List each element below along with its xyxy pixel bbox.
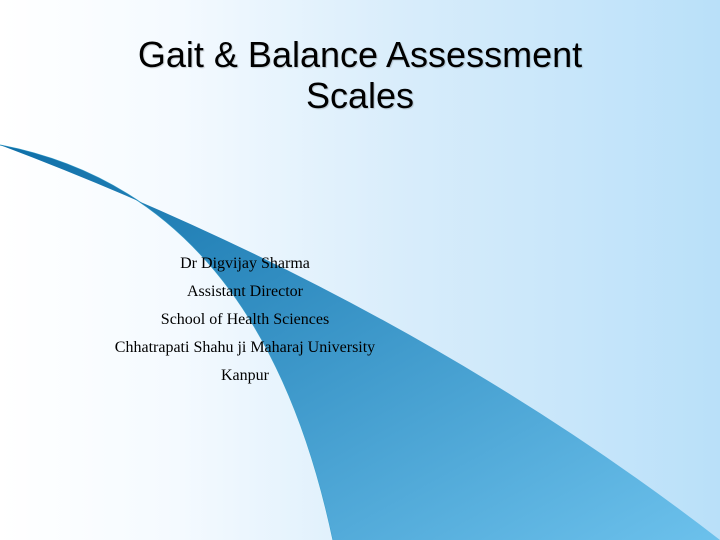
slide-title: Gait & Balance Assessment Scales [0,34,720,117]
author-university: Chhatrapati Shahu ji Maharaj University [60,334,430,362]
author-block: Dr Digvijay Sharma Assistant Director Sc… [60,250,430,390]
slide: Gait & Balance Assessment Scales Dr Digv… [0,0,720,540]
title-line-2: Scales [306,75,414,116]
author-role: Assistant Director [60,278,430,306]
author-department: School of Health Sciences [60,306,430,334]
author-name: Dr Digvijay Sharma [60,250,430,278]
author-city: Kanpur [60,362,430,390]
title-line-1: Gait & Balance Assessment [138,34,582,75]
